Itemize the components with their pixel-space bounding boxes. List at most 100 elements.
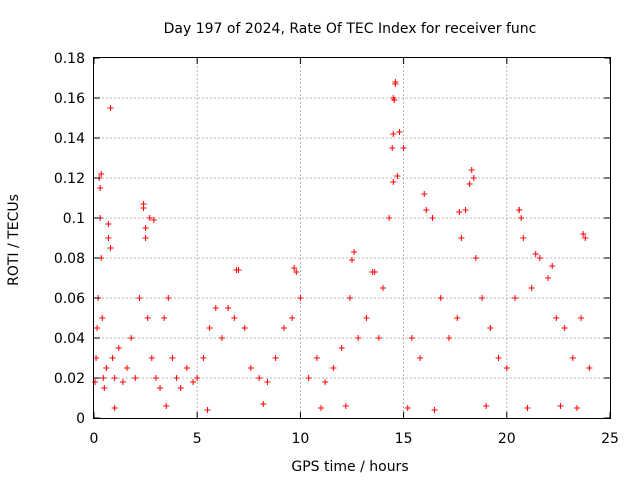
y-tick-label: 0.14: [54, 131, 85, 147]
data-point: [394, 173, 401, 179]
data-point: [204, 407, 211, 413]
data-point: [503, 365, 510, 371]
data-point: [545, 275, 552, 281]
data-point: [260, 401, 267, 407]
data-point: [586, 365, 593, 371]
y-tick-label: 0.18: [54, 51, 85, 67]
data-point: [369, 269, 376, 275]
data-point: [163, 403, 170, 409]
data-point: [212, 305, 219, 311]
data-point: [93, 355, 100, 361]
data-point: [389, 145, 396, 151]
data-point: [291, 265, 298, 271]
data-point: [111, 375, 118, 381]
data-point: [124, 365, 131, 371]
data-point: [142, 225, 149, 231]
axis-ticks: 0 0.02 0.04 0.06 0.08 0.1 0.12 0.14 0.16 0.18 0 5 10…: [54, 51, 619, 447]
x-tick-label: 10: [291, 431, 309, 447]
data-point: [105, 221, 112, 227]
data-point: [479, 295, 486, 301]
data-point: [280, 325, 287, 331]
data-point: [379, 285, 386, 291]
data-point: [346, 295, 353, 301]
data-point: [194, 375, 201, 381]
data-point: [557, 403, 564, 409]
data-point: [462, 207, 469, 213]
data-point: [169, 355, 176, 361]
data-point: [569, 355, 576, 361]
data-point: [111, 405, 118, 411]
data-point: [524, 405, 531, 411]
data-point: [408, 335, 415, 341]
data-point: [190, 379, 197, 385]
data-point: [318, 405, 325, 411]
data-point: [206, 325, 213, 331]
y-tick-label: 0.08: [54, 251, 85, 267]
data-point: [421, 191, 428, 197]
data-point: [446, 335, 453, 341]
data-point: [152, 375, 159, 381]
data-point: [342, 403, 349, 409]
data-point: [349, 257, 355, 263]
x-tick-label: 15: [395, 431, 413, 447]
y-tick-label: 0.1: [63, 211, 85, 227]
data-point: [218, 335, 225, 341]
data-point: [107, 245, 114, 251]
data-point: [392, 79, 399, 85]
data-point: [528, 285, 535, 291]
chart-title: Day 197 of 2024, Rate Of TEC Index for r…: [164, 21, 537, 37]
data-point: [400, 145, 407, 151]
data-point: [101, 385, 108, 391]
data-point: [338, 345, 345, 351]
data-point: [161, 315, 168, 321]
data-point: [264, 379, 271, 385]
data-point: [423, 207, 430, 213]
data-point: [305, 375, 312, 381]
y-tick-label: 0.02: [54, 371, 85, 387]
data-point: [454, 315, 461, 321]
data-point: [468, 167, 475, 173]
data-point: [549, 263, 556, 269]
data-point: [177, 385, 184, 391]
y-tick-label: 0.06: [54, 291, 85, 307]
data-point: [561, 325, 568, 331]
data-point: [128, 335, 135, 341]
data-point: [386, 215, 393, 221]
data-point: [109, 355, 116, 361]
x-tick-label: 5: [193, 431, 202, 447]
data-point: [97, 185, 104, 191]
data-point: [516, 207, 523, 213]
data-point: [94, 325, 101, 331]
data-point: [396, 129, 403, 135]
data-point: [404, 405, 411, 411]
data-point: [100, 375, 107, 381]
x-tick-label: 0: [90, 431, 99, 447]
grid-lines: [94, 58, 610, 418]
data-point: [582, 235, 589, 241]
y-axis-title: ROTI / TECUs: [6, 194, 22, 286]
data-point: [272, 355, 279, 361]
data-markers: [92, 79, 593, 413]
data-point: [578, 315, 585, 321]
data-point: [225, 305, 232, 311]
data-point: [92, 379, 99, 385]
data-point: [136, 295, 143, 301]
data-point: [472, 255, 479, 261]
data-point: [241, 325, 248, 331]
data-point: [520, 235, 527, 241]
y-tick-label: 0.04: [54, 331, 85, 347]
data-point: [99, 315, 106, 321]
data-point: [351, 249, 358, 255]
data-point: [512, 295, 519, 301]
data-point: [144, 315, 151, 321]
data-point: [132, 375, 139, 381]
data-point: [289, 315, 296, 321]
data-point: [532, 251, 539, 257]
data-point: [431, 407, 438, 413]
data-point: [470, 175, 477, 181]
data-point: [107, 105, 114, 111]
data-point: [495, 355, 502, 361]
data-point: [150, 217, 157, 223]
data-point: [98, 171, 105, 177]
